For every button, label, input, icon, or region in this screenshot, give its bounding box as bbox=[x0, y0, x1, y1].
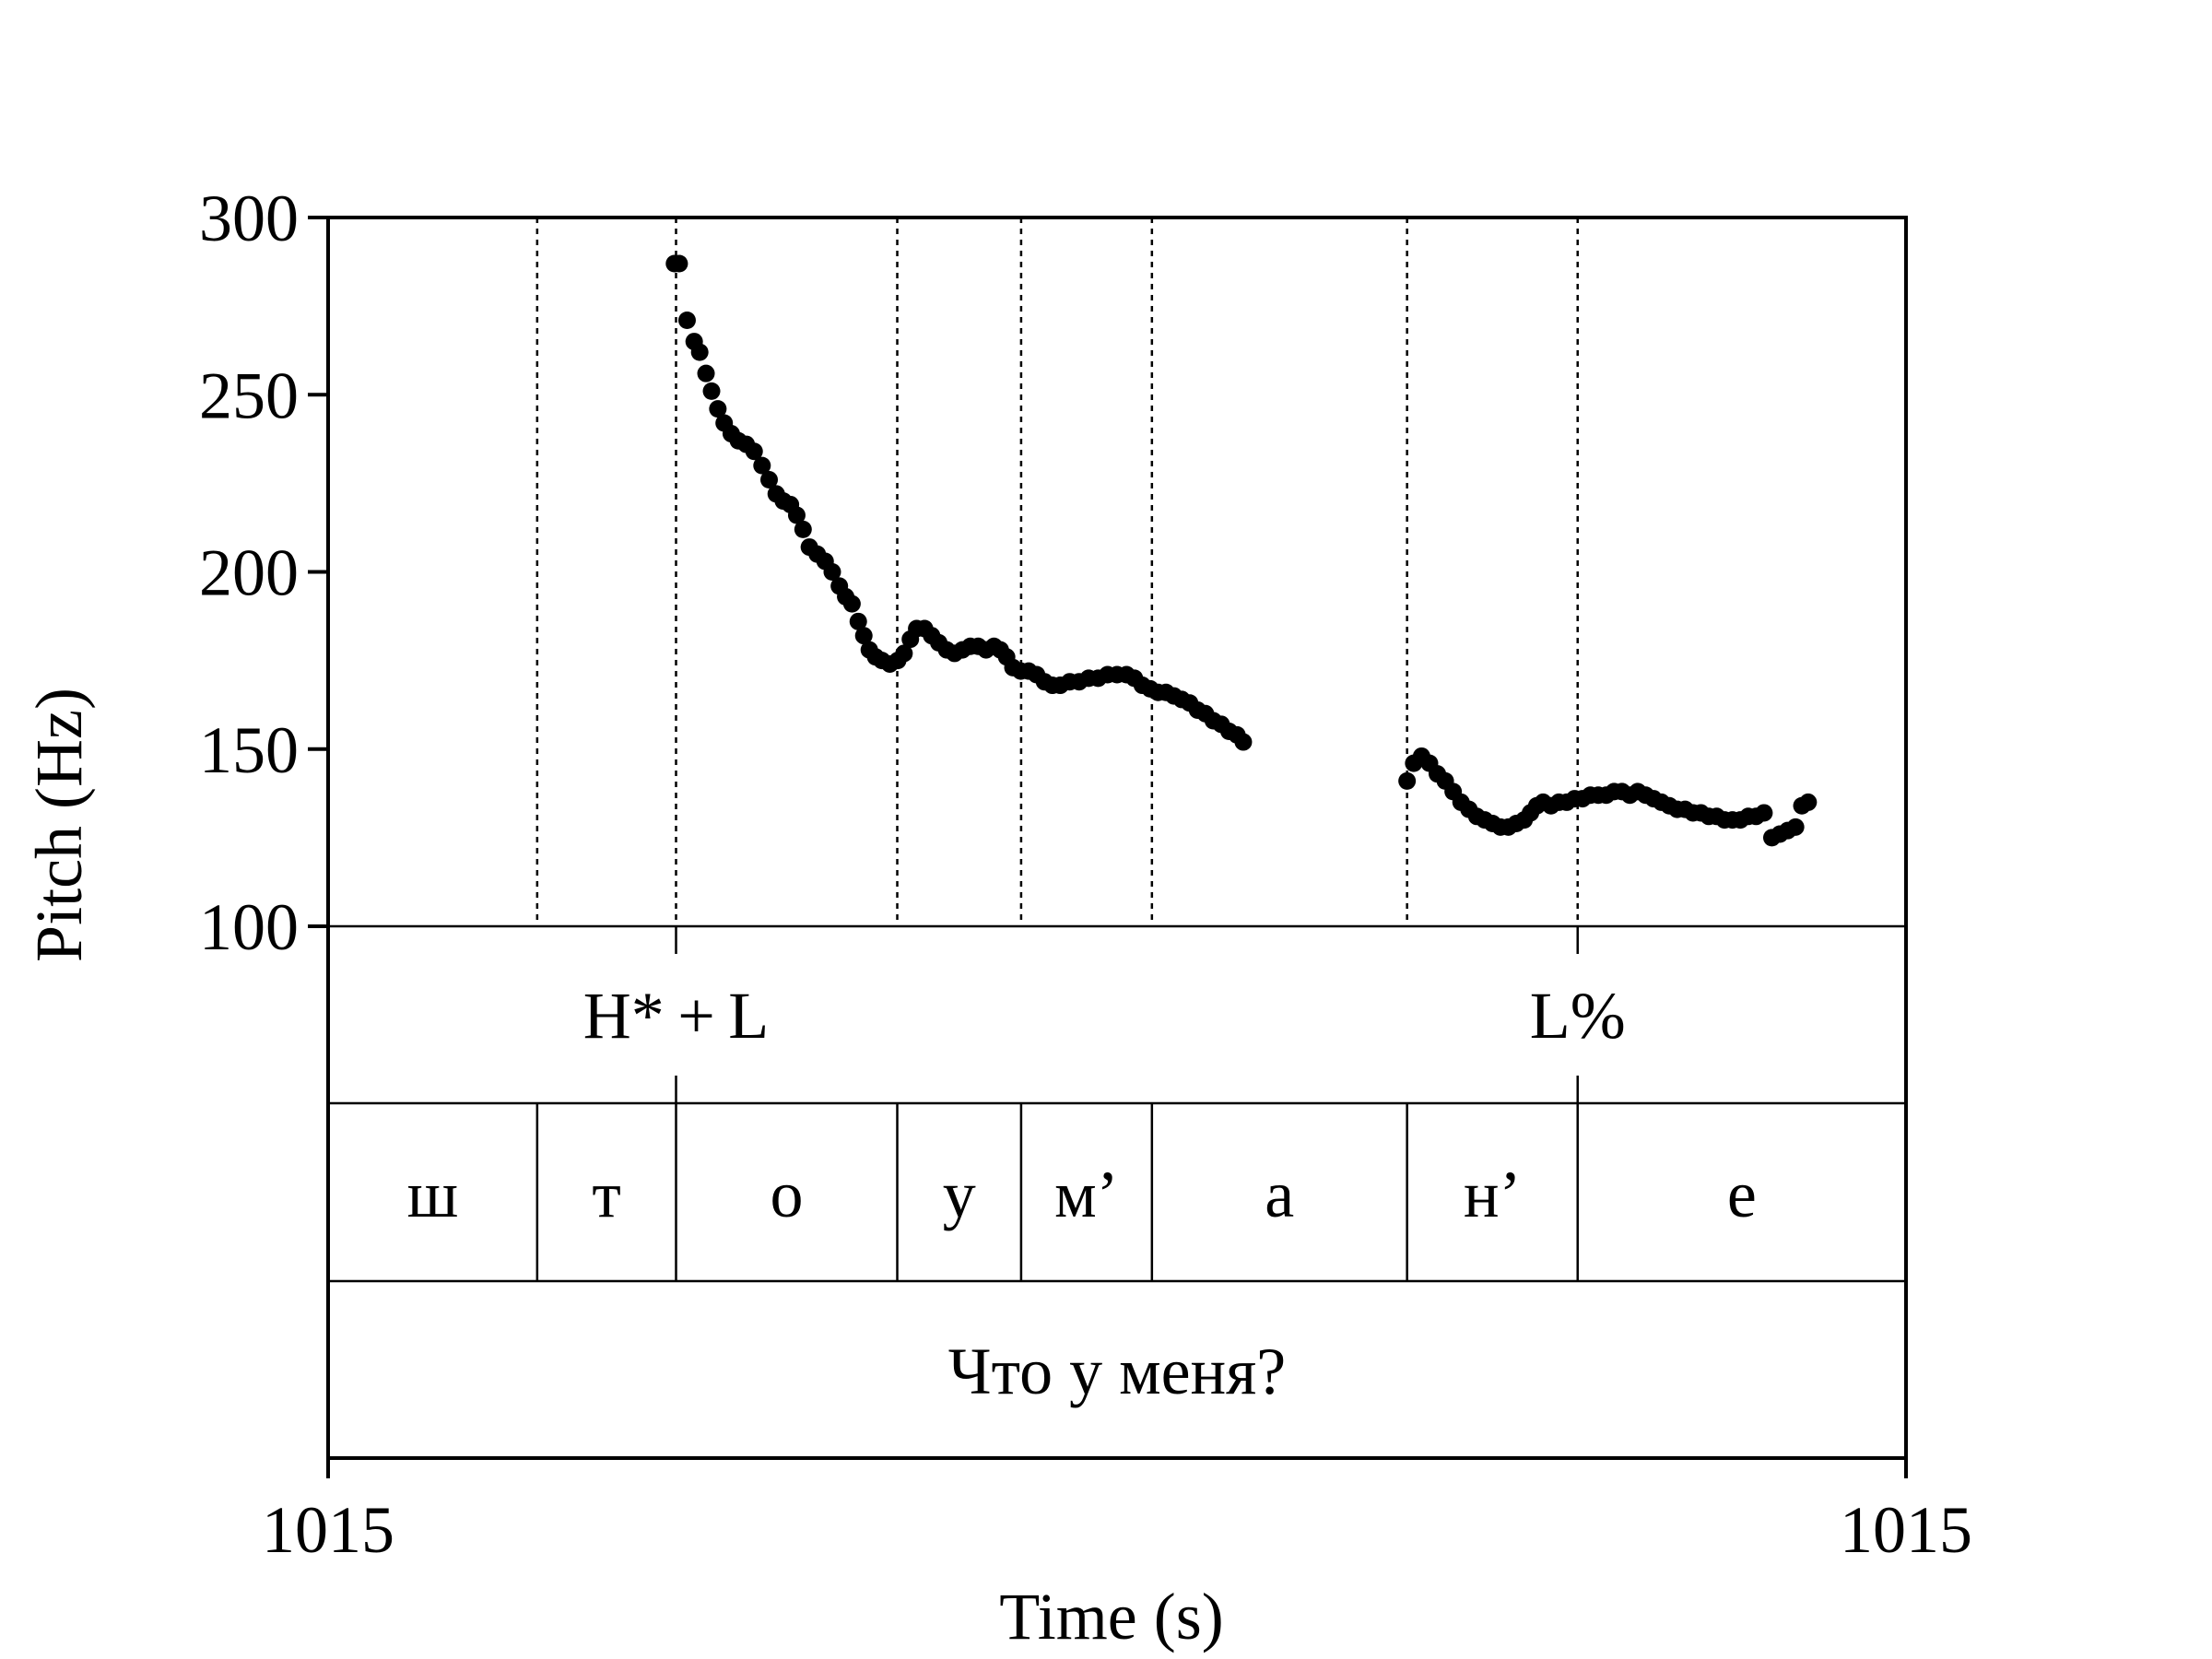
pitch-point bbox=[823, 563, 841, 581]
y-tick-label: 100 bbox=[199, 890, 299, 964]
pitch-point bbox=[702, 382, 721, 400]
y-tick-label: 250 bbox=[199, 359, 299, 432]
pitch-point bbox=[1234, 733, 1253, 751]
pitch-point bbox=[670, 254, 688, 273]
pitch-point bbox=[842, 594, 861, 613]
pitch-point bbox=[753, 456, 771, 475]
pitch-point bbox=[690, 343, 709, 361]
pitch-point bbox=[794, 520, 812, 538]
chart-frame bbox=[326, 216, 1908, 1460]
y-tick-label: 300 bbox=[199, 182, 299, 255]
pitch-point bbox=[1799, 793, 1818, 811]
pitch-point bbox=[709, 400, 727, 418]
y-tick-label: 200 bbox=[199, 536, 299, 610]
segment-boundaries bbox=[535, 218, 1579, 926]
annotation-tiers: H* + L L% ш т о у м’ а н’ е Что у меня? bbox=[407, 926, 1757, 1408]
pitch-axis: 100 150 200 250 300 bbox=[199, 182, 328, 964]
pitch-point bbox=[745, 442, 763, 461]
x-tick-label: 1015 bbox=[1840, 1493, 1972, 1567]
segment-label: а bbox=[1265, 1158, 1294, 1231]
segment-label: ш bbox=[407, 1158, 458, 1231]
pitch-point bbox=[760, 471, 779, 489]
x-axis-title: Time (s) bbox=[999, 1580, 1223, 1653]
pitch-point bbox=[787, 506, 806, 524]
pitch-point bbox=[697, 364, 715, 382]
segment-label: о bbox=[771, 1158, 804, 1231]
segment-label: т bbox=[592, 1158, 620, 1231]
pitch-points bbox=[665, 254, 1818, 847]
pitch-point bbox=[895, 644, 913, 663]
sentence-label: Что у меня? bbox=[948, 1335, 1286, 1408]
tone-label: H* + L bbox=[583, 979, 769, 1053]
segment-label: е bbox=[1727, 1158, 1757, 1231]
pitch-point bbox=[849, 612, 867, 630]
time-axis: 1015 1015 bbox=[262, 1458, 1972, 1567]
pitch-point bbox=[677, 312, 696, 330]
pitch-point bbox=[1755, 804, 1773, 822]
y-axis-title: Pitch (Hz) bbox=[22, 688, 96, 962]
pitch-point bbox=[1786, 818, 1805, 836]
plot-border bbox=[326, 216, 1908, 1460]
segment-label: у bbox=[943, 1158, 976, 1231]
pitch-point bbox=[854, 627, 873, 645]
y-tick-label: 150 bbox=[199, 713, 299, 787]
tone-label: L% bbox=[1530, 979, 1626, 1053]
segment-label: н’ bbox=[1464, 1158, 1522, 1231]
x-tick-label: 1015 bbox=[262, 1493, 394, 1567]
segment-label: м’ bbox=[1054, 1158, 1119, 1231]
pitch-point bbox=[1398, 771, 1417, 790]
